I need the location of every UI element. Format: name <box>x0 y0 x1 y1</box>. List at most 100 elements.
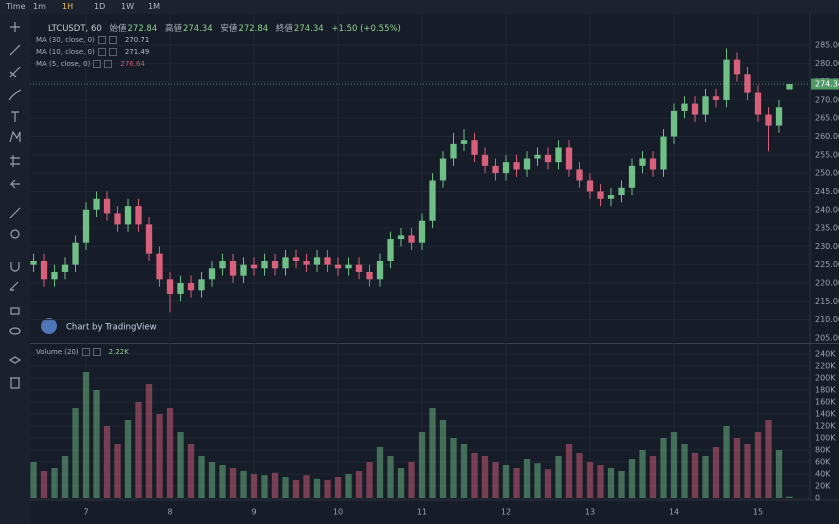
candle-body <box>408 235 415 243</box>
eye-icon[interactable] <box>9 327 21 335</box>
volume-bar <box>702 456 709 499</box>
indicator-name: MA (10, close, 0) <box>36 48 95 56</box>
layers-icon[interactable] <box>8 356 22 364</box>
volume-bar <box>313 478 321 499</box>
y-tick-label: 200K <box>815 374 836 383</box>
candle-body <box>775 107 783 126</box>
measure-icon[interactable] <box>10 155 20 167</box>
indicator-value: 271.49 <box>124 48 150 56</box>
watermark: Chart by TradingView <box>41 318 157 334</box>
volume-bar <box>166 408 174 499</box>
trash-icon[interactable] <box>10 377 20 389</box>
interval[interactable]: 1m <box>33 2 46 11</box>
volume-bar <box>376 447 384 499</box>
volume-bar <box>229 468 237 499</box>
indicator-name: MA (5, close, 0) <box>36 60 91 68</box>
interval[interactable]: 1M <box>148 2 160 11</box>
fib-icon[interactable] <box>9 66 21 78</box>
y-tick-label: 215.00 <box>815 297 839 306</box>
candle-body <box>754 92 762 115</box>
volume-bar <box>240 471 247 499</box>
last-price-label: 274.34 <box>815 80 839 89</box>
candle-body <box>502 162 510 174</box>
candle-body <box>691 103 699 115</box>
volume-bar <box>418 432 426 499</box>
candle-body <box>145 224 153 254</box>
candle-body <box>723 59 730 100</box>
text-icon[interactable] <box>11 111 19 122</box>
candle-body <box>628 165 636 188</box>
volume-bar <box>786 496 793 499</box>
zoom-icon[interactable] <box>10 229 20 239</box>
volume-legend[interactable]: Volume (20) 2.22K <box>36 348 129 356</box>
lock-icon[interactable] <box>10 307 20 315</box>
indicator-value: 276.64 <box>120 60 145 68</box>
candle-body <box>450 143 457 159</box>
trendline-icon[interactable] <box>9 44 21 56</box>
candle-body <box>565 147 573 170</box>
magnet-icon[interactable] <box>10 262 20 272</box>
volume-bar <box>649 456 657 499</box>
candle-body <box>334 264 342 269</box>
candle-body <box>261 261 268 269</box>
volume-bar <box>460 444 468 499</box>
y-tick-label: 40K <box>815 470 831 479</box>
lock-draw-icon[interactable] <box>9 281 19 291</box>
candle-body <box>135 206 142 225</box>
volume-bar <box>156 414 163 499</box>
candle-body <box>523 158 531 170</box>
brush-icon[interactable] <box>8 89 22 101</box>
candle-body <box>660 136 667 170</box>
volume-bar <box>72 408 79 499</box>
candle-body <box>72 242 79 265</box>
volume-bar <box>355 471 363 499</box>
y-tick-label: 265.00 <box>815 114 839 123</box>
symbol: LTCUSDT, 60 <box>48 24 102 34</box>
x-tick-label: 8 <box>167 508 172 517</box>
time-label[interactable]: Time <box>6 2 26 11</box>
indicator-name: MA (30, close, 0) <box>36 36 95 44</box>
indicator[interactable]: MA (10, close, 0) 271.49 <box>36 48 149 56</box>
volume-bar <box>681 444 688 499</box>
pattern-icon[interactable] <box>9 130 21 143</box>
y-tick-label: 260.00 <box>815 132 839 141</box>
volume-bar <box>124 420 132 499</box>
y-tick-label: 180K <box>815 386 836 395</box>
crosshair-icon[interactable] <box>10 22 20 32</box>
volume-bar <box>387 456 394 499</box>
x-tick-label: 11 <box>417 508 427 517</box>
candle-body <box>586 180 594 192</box>
candle-body <box>366 271 373 280</box>
interval[interactable]: 1W <box>121 2 134 11</box>
y-tick-label: 240.00 <box>815 205 839 214</box>
indicator[interactable]: MA (5, close, 0) 276.64 <box>36 60 145 68</box>
y-tick-label: 220.00 <box>815 278 839 287</box>
candle-body <box>114 213 121 225</box>
volume-bar <box>261 475 268 499</box>
interval[interactable]: 1H <box>62 2 74 11</box>
volume-bar <box>691 453 699 499</box>
candle-body <box>597 191 604 199</box>
change: +1.50 (+0.55%) <box>331 24 401 34</box>
y-tick-label: 0 <box>815 494 820 503</box>
ruler-icon[interactable] <box>9 207 21 219</box>
x-tick-label: 13 <box>585 508 595 517</box>
indicator[interactable]: MA (30, close, 0) 270.71 <box>36 36 149 44</box>
y-tick-label: 205.00 <box>815 333 839 342</box>
y-tick-label: 140K <box>815 410 836 419</box>
volume-bar <box>145 384 153 499</box>
candle-body <box>712 96 720 100</box>
candle-body <box>345 264 352 269</box>
back-icon[interactable] <box>9 179 20 189</box>
field-label: 終値 <box>275 24 293 34</box>
interval[interactable]: 1D <box>94 2 106 11</box>
candle-body <box>439 158 447 181</box>
volume-bar <box>271 472 279 499</box>
candle-body <box>460 140 468 144</box>
candle-body <box>681 103 688 111</box>
y-tick-label: 280.00 <box>815 59 839 68</box>
last-price-box <box>811 78 839 90</box>
indicator-value: 270.71 <box>124 36 150 44</box>
volume-current: 2.22K <box>108 348 129 356</box>
